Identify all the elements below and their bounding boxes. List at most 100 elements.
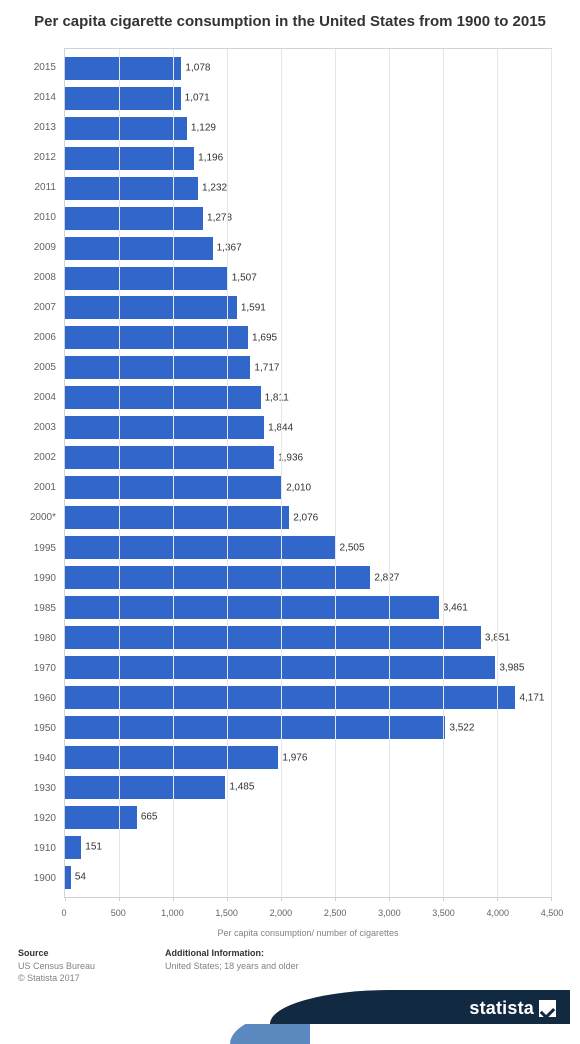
bar: 1,485: [65, 776, 225, 799]
bar-value-label: 3,522: [449, 722, 474, 733]
x-tick-label: 2,000: [270, 908, 293, 918]
bar-row: 1,485: [65, 775, 551, 799]
y-category-label: 1930: [14, 776, 60, 800]
bar: 1,591: [65, 296, 237, 319]
bar-value-label: 1,591: [241, 302, 266, 313]
y-category-label: 1920: [14, 806, 60, 830]
y-category-label: 2006: [14, 326, 60, 350]
bar-row: 3,851: [65, 626, 551, 650]
y-category-label: 2000*: [14, 506, 60, 530]
y-category-label: 1960: [14, 686, 60, 710]
bar-row: 1,071: [65, 86, 551, 110]
bar-row: 2,505: [65, 536, 551, 560]
info-heading: Additional Information:: [165, 948, 299, 958]
bar-row: 3,461: [65, 596, 551, 620]
bar-row: 4,171: [65, 686, 551, 710]
x-tick-label: 3,500: [432, 908, 455, 918]
bar-value-label: 3,461: [443, 602, 468, 613]
bar-value-label: 1,811: [265, 392, 289, 403]
bar-group: 1,078 1,071 1,129 1,196 1,232 1,278 1,367 1,507…: [65, 49, 551, 896]
bar-row: 1,695: [65, 326, 551, 350]
y-category-label: 2008: [14, 266, 60, 290]
logo-mark-icon: [539, 1000, 556, 1017]
x-axis-labels: 05001,0001,5002,0002,5003,0003,5004,0004…: [64, 908, 552, 922]
bar-row: 1,936: [65, 446, 551, 470]
y-category-label: 2009: [14, 236, 60, 260]
bar: 1,129: [65, 117, 187, 140]
bar-row: 54: [65, 865, 551, 889]
y-category-label: 1980: [14, 626, 60, 650]
y-category-label: 1970: [14, 656, 60, 680]
bar-value-label: 4,171: [519, 692, 544, 703]
bar-value-label: 2,076: [293, 512, 318, 523]
bar-value-label: 1,976: [282, 752, 307, 763]
y-category-label: 1990: [14, 566, 60, 590]
bar-row: 1,717: [65, 356, 551, 380]
bar-value-label: 1,485: [229, 782, 254, 793]
bar-value-label: 2,010: [286, 482, 311, 493]
bar: 4,171: [65, 686, 515, 709]
bar-value-label: 1,071: [185, 93, 210, 104]
bar-row: 3,522: [65, 716, 551, 740]
bar: 1,196: [65, 147, 194, 170]
grid-line: [551, 49, 552, 896]
bar-value-label: 1,232: [202, 183, 227, 194]
source-block: Source US Census Bureau © Statista 2017: [18, 948, 95, 984]
y-category-label: 2015: [14, 55, 60, 79]
y-axis-labels: 2015201420132012201120102009200820072006…: [14, 48, 60, 897]
bar: 665: [65, 806, 137, 829]
bar-row: 151: [65, 835, 551, 859]
bar-row: 665: [65, 805, 551, 829]
x-tick-label: 1,000: [161, 908, 184, 918]
bar-value-label: 1,078: [185, 63, 210, 74]
bar-value-label: 1,695: [252, 332, 277, 343]
chart-title: Per capita cigarette consumption in the …: [10, 12, 570, 42]
bar-row: 2,827: [65, 566, 551, 590]
x-tick: [551, 897, 552, 901]
bar: 3,461: [65, 596, 439, 619]
branding-bar: statista: [10, 988, 570, 1024]
bar: 54: [65, 866, 71, 889]
bar: 1,367: [65, 237, 213, 260]
bar-row: 1,591: [65, 296, 551, 320]
info-line: United States; 18 years and older: [165, 960, 299, 972]
bar-row: 2,010: [65, 476, 551, 500]
source-line: US Census Bureau: [18, 960, 95, 972]
bar: 1,507: [65, 267, 228, 290]
bar: 1,278: [65, 207, 203, 230]
y-category-label: 2014: [14, 85, 60, 109]
bar-row: 3,985: [65, 656, 551, 680]
bar-row: 1,844: [65, 416, 551, 440]
bar: 1,811: [65, 386, 261, 409]
bar-value-label: 54: [75, 872, 86, 883]
bar: 151: [65, 836, 81, 859]
y-category-label: 1940: [14, 746, 60, 770]
y-category-label: 2012: [14, 145, 60, 169]
y-category-label: 2005: [14, 356, 60, 380]
x-tick-label: 4,000: [487, 908, 510, 918]
y-category-label: 2001: [14, 476, 60, 500]
bar-row: 1,078: [65, 56, 551, 80]
y-category-label: 2011: [14, 175, 60, 199]
bar: 1,844: [65, 416, 264, 439]
source-heading: Source: [18, 948, 95, 958]
x-tick-label: 4,500: [541, 908, 564, 918]
statista-logo: statista: [469, 998, 556, 1019]
y-category-label: 2013: [14, 115, 60, 139]
footer-meta: Source US Census Bureau © Statista 2017 …: [10, 940, 570, 988]
bar: 2,076: [65, 506, 289, 529]
bar-value-label: 2,827: [374, 572, 399, 583]
plot-area: 1,078 1,071 1,129 1,196 1,232 1,278 1,367 1,507…: [64, 48, 552, 897]
bar-value-label: 1,717: [254, 362, 279, 373]
x-tick-label: 500: [111, 908, 126, 918]
bar-value-label: 3,985: [499, 662, 524, 673]
x-tick: [173, 897, 174, 901]
x-tick: [443, 897, 444, 901]
bar-value-label: 1,196: [198, 153, 223, 164]
grid-line: [335, 49, 336, 896]
grid-line: [497, 49, 498, 896]
bar-value-label: 1,507: [232, 273, 257, 284]
x-tick-label: 3,000: [378, 908, 401, 918]
x-tick: [281, 897, 282, 901]
bar: 1,695: [65, 326, 248, 349]
